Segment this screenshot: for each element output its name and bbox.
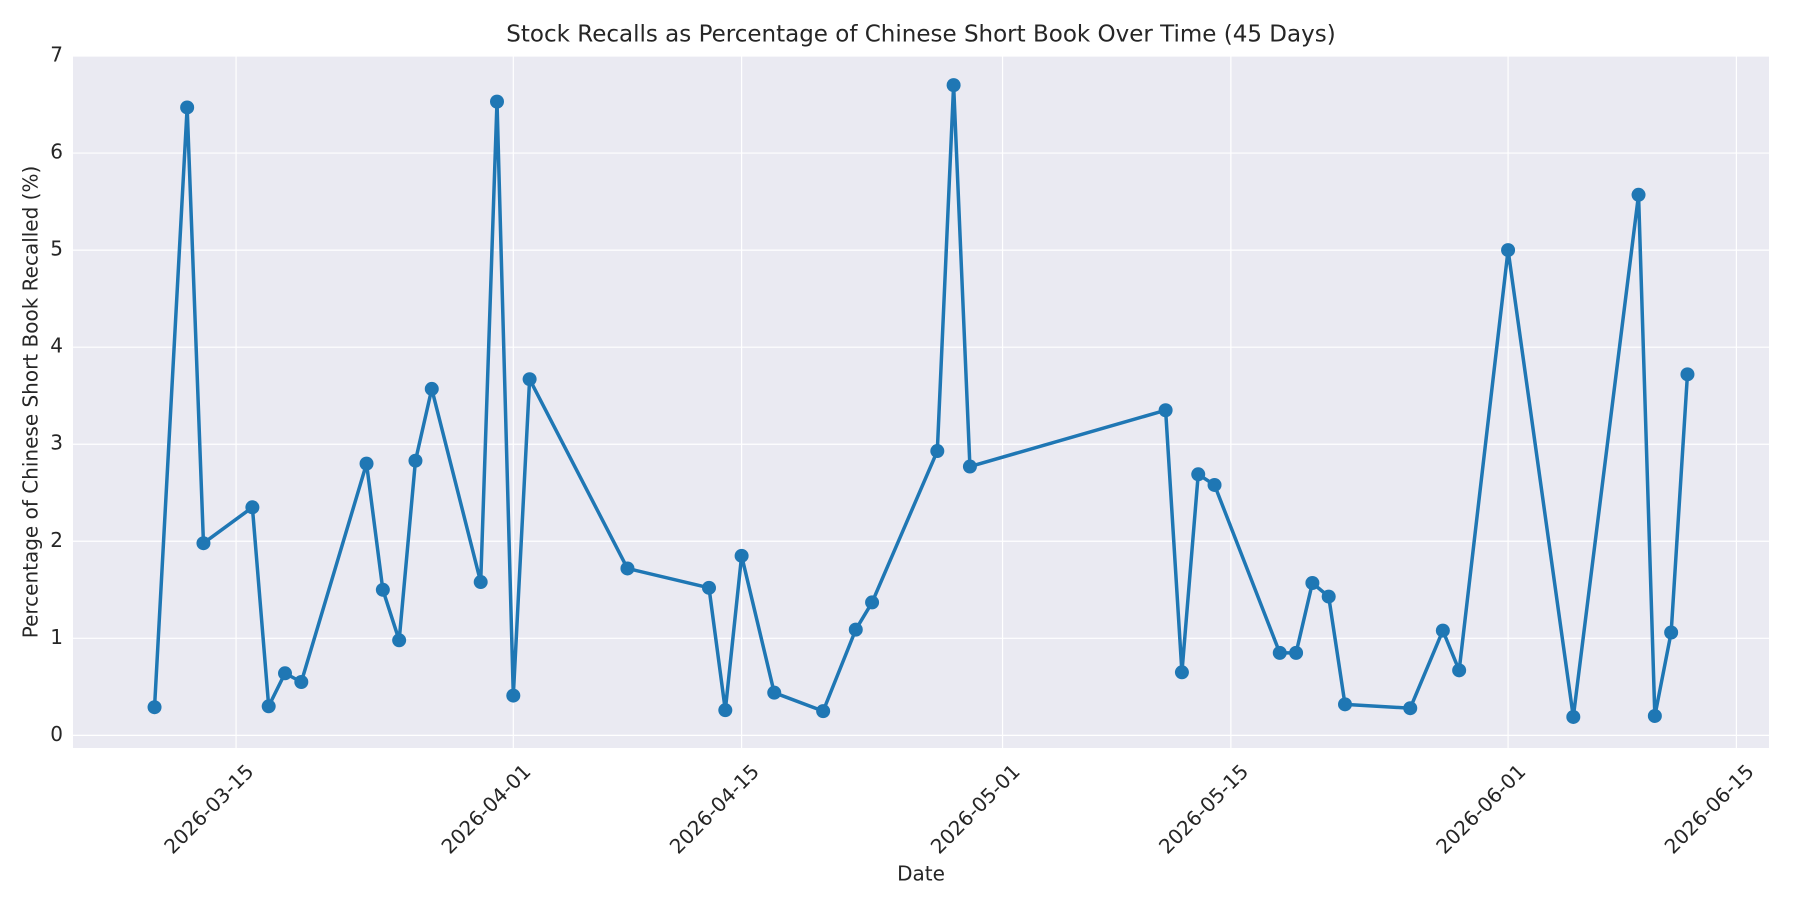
marker	[1664, 625, 1679, 640]
x-tick-label: 2026-04-15	[665, 759, 764, 858]
marker	[1631, 187, 1646, 202]
marker	[1207, 477, 1222, 492]
x-tick-label: 2026-05-15	[1154, 759, 1253, 858]
y-tick-label: 2	[50, 528, 63, 552]
marker	[1501, 243, 1516, 258]
marker	[1647, 708, 1662, 723]
marker	[816, 704, 831, 719]
marker	[702, 580, 716, 595]
marker	[522, 372, 537, 387]
marker	[1403, 701, 1418, 716]
marker	[245, 500, 260, 515]
marker	[1289, 645, 1304, 660]
marker	[930, 444, 945, 459]
y-tick-label: 1	[50, 625, 63, 649]
y-tick-label: 7	[50, 43, 63, 67]
marker	[196, 536, 211, 551]
marker	[1452, 663, 1467, 678]
marker	[1566, 709, 1581, 724]
marker	[848, 622, 863, 637]
marker	[278, 666, 292, 681]
marker	[734, 548, 749, 563]
x-tick-label: 2026-03-15	[159, 759, 258, 858]
marker	[408, 453, 423, 468]
marker	[946, 78, 961, 93]
marker	[180, 100, 195, 115]
marker	[1338, 697, 1352, 712]
y-tick-label: 6	[50, 140, 63, 164]
marker	[359, 456, 374, 471]
marker	[147, 700, 162, 715]
y-tick-label: 5	[50, 237, 63, 261]
plot-area	[73, 56, 1769, 748]
y-tick-label: 3	[50, 431, 63, 455]
marker	[375, 582, 390, 597]
x-tick-label: 2026-06-01	[1431, 759, 1530, 858]
marker	[767, 685, 782, 700]
marker	[1272, 645, 1287, 660]
y-tick-label: 0	[50, 722, 63, 746]
x-axis-label: Date	[897, 862, 945, 886]
marker	[261, 699, 276, 714]
marker	[718, 703, 733, 718]
x-tick-label: 2026-06-15	[1660, 759, 1759, 858]
y-axis-label: Percentage of Chinese Short Book Recalle…	[19, 166, 43, 639]
marker	[1305, 576, 1320, 591]
marker	[1435, 623, 1450, 638]
chart-title: Stock Recalls as Percentage of Chinese S…	[506, 22, 1335, 48]
marker	[962, 459, 977, 474]
marker	[1158, 403, 1173, 418]
marker	[1321, 589, 1336, 604]
marker	[506, 688, 521, 703]
marker	[865, 595, 880, 610]
marker	[294, 675, 309, 690]
marker	[424, 381, 439, 396]
marker	[490, 94, 504, 109]
marker	[1680, 367, 1695, 382]
marker	[1174, 665, 1189, 680]
marker	[473, 575, 488, 590]
marker	[1191, 467, 1206, 482]
x-tick-label: 2026-05-01	[926, 759, 1025, 858]
marker	[620, 561, 635, 576]
y-tick-label: 4	[50, 334, 63, 358]
x-tick-label: 2026-04-01	[436, 759, 535, 858]
marker	[392, 633, 407, 648]
